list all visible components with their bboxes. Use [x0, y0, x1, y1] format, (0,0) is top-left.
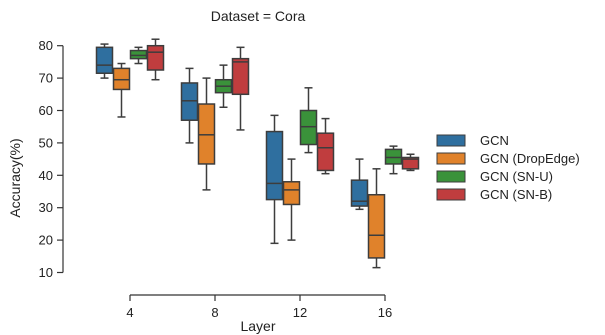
- box: [401, 156, 420, 170]
- box: [231, 57, 250, 96]
- box: [316, 132, 335, 172]
- chart-title: Dataset = Cora: [211, 8, 306, 24]
- box: [197, 103, 216, 165]
- legend: GCN GCN (DropEdge) GCN (SN-U) GCN (SN-B): [436, 133, 580, 202]
- y-axis-label: Accuracy(%): [7, 138, 23, 217]
- box: [350, 179, 369, 207]
- box-group: [112, 62, 131, 118]
- box: [265, 130, 284, 201]
- y-tick-label: 80: [39, 38, 53, 53]
- box-group: [214, 64, 233, 109]
- legend-label: GCN (DropEdge): [480, 151, 580, 166]
- x-tick-label: 12: [293, 305, 307, 320]
- box-group: [367, 168, 386, 269]
- plot-area: [95, 38, 420, 269]
- box: [180, 82, 199, 121]
- box-group: [401, 153, 420, 172]
- box-group: [316, 117, 335, 175]
- x-tick-label: 4: [126, 305, 133, 320]
- box: [95, 46, 114, 74]
- box-group: [265, 114, 284, 245]
- legend-label: GCN: [480, 133, 509, 148]
- box-group: [146, 38, 165, 81]
- legend-label: GCN (SN-U): [480, 169, 553, 184]
- box: [282, 181, 301, 206]
- legend-swatch: [436, 134, 466, 147]
- y-tick-label: 30: [39, 200, 53, 215]
- x-axis-label: Layer: [240, 318, 275, 334]
- legend-item: GCN (SN-U): [436, 169, 553, 184]
- box: [299, 109, 318, 146]
- box: [146, 44, 165, 71]
- y-tick-label: 20: [39, 233, 53, 248]
- legend-item: GCN (DropEdge): [436, 151, 580, 166]
- legend-swatch: [436, 152, 466, 165]
- box: [129, 49, 148, 60]
- legend-label: GCN (SN-B): [480, 187, 552, 202]
- box: [112, 67, 131, 91]
- legend-swatch: [436, 188, 466, 201]
- y-tick-label: 10: [39, 265, 53, 280]
- legend-swatch: [436, 170, 466, 183]
- box-group: [180, 67, 199, 144]
- y-axis: 10 20 30 40 50 60 70 80: [39, 38, 64, 280]
- legend-item: GCN (SN-B): [436, 187, 552, 202]
- y-tick-label: 60: [39, 103, 53, 118]
- box-group: [299, 87, 318, 154]
- y-tick-label: 70: [39, 71, 53, 86]
- x-tick-label: 16: [378, 305, 392, 320]
- box-group: [231, 46, 250, 131]
- box-group: [282, 158, 301, 241]
- box-group: [95, 43, 114, 79]
- box-group: [197, 77, 216, 191]
- y-tick-label: 40: [39, 168, 53, 183]
- y-tick-label: 50: [39, 135, 53, 150]
- x-tick-label: 8: [211, 305, 218, 320]
- box: [367, 193, 386, 259]
- box-group: [129, 46, 148, 65]
- x-axis: 4 8 12 16: [126, 294, 392, 320]
- box: [384, 148, 403, 165]
- box-group: [350, 158, 369, 211]
- legend-item: GCN: [436, 133, 509, 148]
- box-group: [384, 145, 403, 175]
